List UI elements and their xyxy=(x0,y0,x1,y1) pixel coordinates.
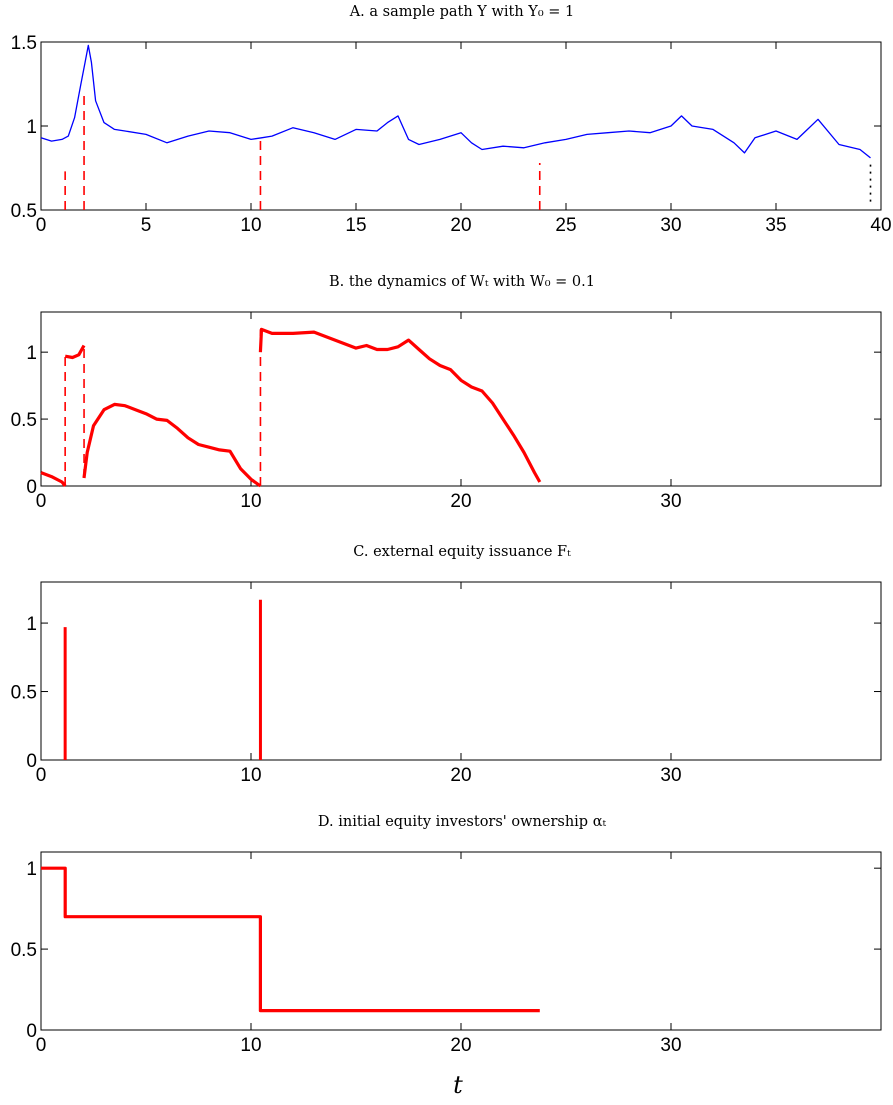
panel-c-xtick-label: 30 xyxy=(660,765,681,786)
panel-d-plot: 0 10 20 30 0 0.5 1 xyxy=(11,852,881,1056)
panel-c-ytick-label: 0 xyxy=(26,751,37,772)
panel-a: A. a sample path Y with Y₀ = 1 0 5 10 15 20 2… xyxy=(11,4,892,236)
panel-a-xtick-label: 10 xyxy=(240,215,261,236)
panel-a-ytick-label: 1.5 xyxy=(11,33,37,54)
panel-c-axes-frame xyxy=(41,582,881,760)
panel-d-xtick-label: 10 xyxy=(240,1035,261,1056)
panel-b-ytick-label: 0.5 xyxy=(11,410,37,431)
x-axis-label: t xyxy=(453,1071,463,1099)
panel-a-xtick-label: 20 xyxy=(450,215,471,236)
panel-c: C. external equity issuance Fₜ 0 10 20 3000… xyxy=(11,544,881,786)
panel-a-xtick-label: 5 xyxy=(141,215,152,236)
panel-a-xtick-label: 0 xyxy=(36,215,47,236)
panel-b-axes-frame xyxy=(41,312,881,486)
panel-b-series-line-4 xyxy=(260,329,539,482)
panel-c-xtick-label: 10 xyxy=(240,765,261,786)
panel-a-title: A. a sample path Y with Y₀ = 1 xyxy=(349,4,575,20)
panel-b-ytick-label: 0 xyxy=(26,477,37,498)
panel-b-series-line-3 xyxy=(84,404,260,486)
panel-a-xtick-label: 30 xyxy=(660,215,681,236)
panel-c-xtick-label: 0 xyxy=(36,765,47,786)
panel-a-plot: 0 5 10 15 20 25 30 35 40 0.5 1 1.5 xyxy=(11,33,892,236)
panel-c-ytick-label: 1 xyxy=(26,614,37,635)
panel-a-series-line-1 xyxy=(41,45,871,157)
panel-a-axes-frame xyxy=(41,42,881,210)
panel-c-plot: 0 10 20 30 0 0.5 1 xyxy=(11,582,881,786)
panel-d-axes-frame xyxy=(41,852,881,1030)
panel-a-xtick-label: 40 xyxy=(870,215,891,236)
panel-d-xtick-label: 20 xyxy=(450,1035,471,1056)
panel-b-xtick-label: 20 xyxy=(450,491,471,512)
panel-b-series-line-2 xyxy=(65,346,84,358)
panel-c-ytick-label: 0.5 xyxy=(11,683,37,704)
panel-a-xtick-label: 25 xyxy=(555,215,576,236)
panel-b-xtick-label: 0 xyxy=(36,491,47,512)
panel-d-xtick-label: 30 xyxy=(660,1035,681,1056)
panel-a-xtick-label: 15 xyxy=(345,215,366,236)
panel-d: D. initial equity investors' ownership α… xyxy=(11,814,881,1099)
panel-b-plot: 0 10 20 30 0 0.5 1 xyxy=(11,312,881,512)
panel-c-xtick-label: 20 xyxy=(450,765,471,786)
panel-c-title: C. external equity issuance Fₜ xyxy=(353,544,571,560)
panel-b: B. the dynamics of Wₜ with W₀ = 0.1 0 10 2… xyxy=(11,274,881,512)
panel-d-ytick-label: 1 xyxy=(26,859,37,880)
panel-d-ytick-label: 0.5 xyxy=(11,940,37,961)
panel-b-series-line-1 xyxy=(41,473,65,486)
panel-d-xtick-label: 0 xyxy=(36,1035,47,1056)
panel-d-series-line-1 xyxy=(41,868,540,1010)
panel-b-ytick-label: 1 xyxy=(26,343,37,364)
panel-a-ytick-label: 0.5 xyxy=(11,201,37,222)
panel-b-xtick-label: 30 xyxy=(660,491,681,512)
panel-a-ytick-label: 1 xyxy=(26,117,37,138)
panel-a-xtick-label: 35 xyxy=(765,215,786,236)
panel-b-xtick-label: 10 xyxy=(240,491,261,512)
panel-d-title: D. initial equity investors' ownership α… xyxy=(318,814,607,830)
panel-d-ytick-label: 0 xyxy=(26,1021,37,1042)
panel-b-title: B. the dynamics of Wₜ with W₀ = 0.1 xyxy=(329,274,595,290)
